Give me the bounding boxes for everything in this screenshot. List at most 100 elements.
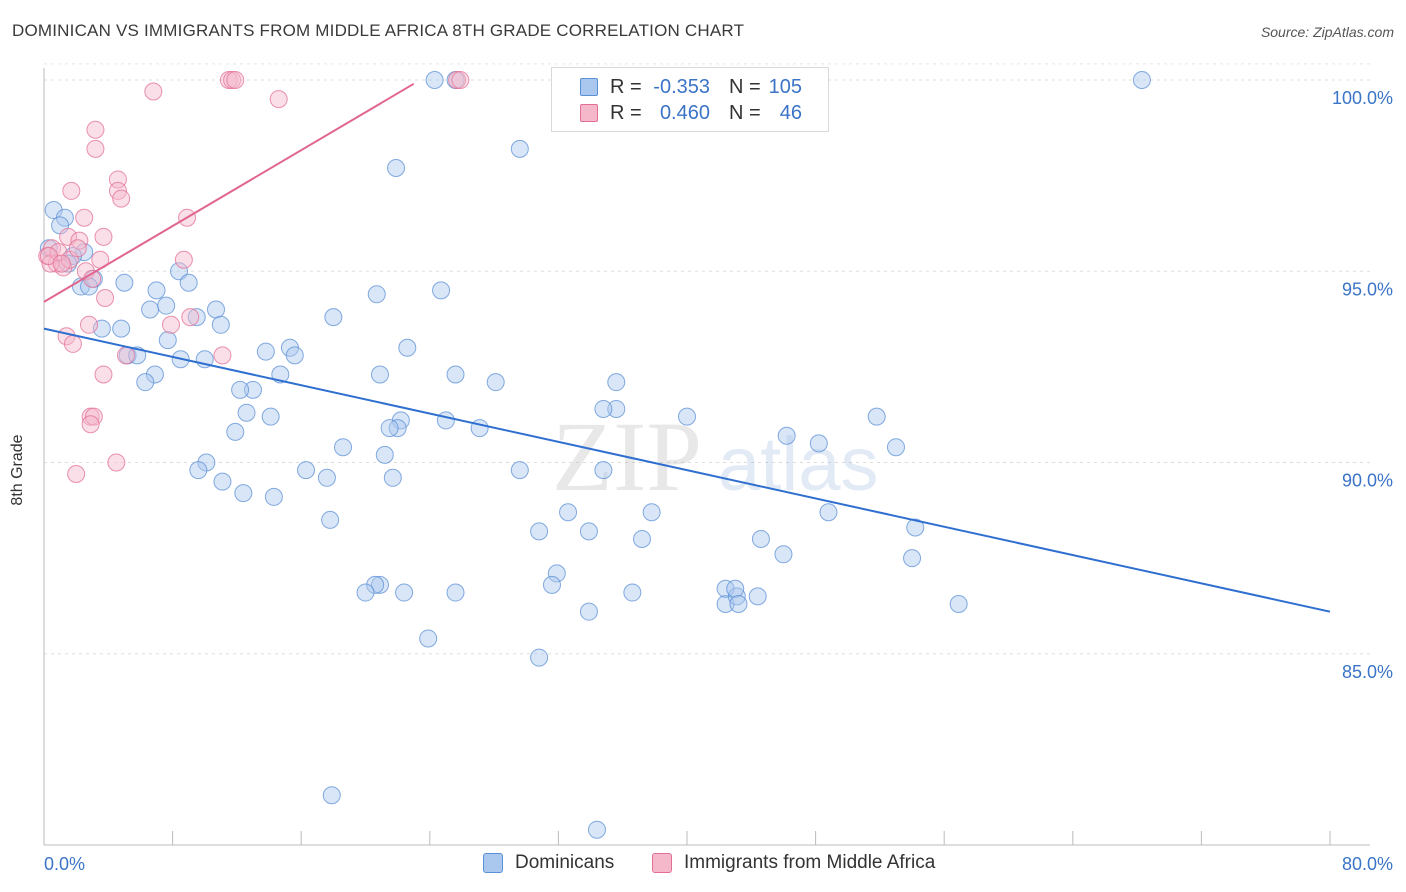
point-dominicans [819, 503, 838, 522]
trendline-dominicans [43, 327, 1331, 613]
point-dominicans [777, 426, 796, 445]
point-dominicans [317, 468, 336, 487]
legend-n-label: N = [729, 102, 761, 124]
point-dominicans [594, 461, 613, 480]
point-middle-africa [86, 139, 105, 158]
point-dominicans [542, 575, 561, 594]
point-dominicans [751, 530, 770, 548]
axes [43, 68, 1370, 846]
point-dominicans [297, 461, 316, 480]
correlation-legend: R = -0.353 N = 105 R = 0.460 N = 46 [551, 67, 829, 132]
legend-r-label: R = [610, 76, 642, 98]
point-dominicans [213, 472, 232, 491]
point-middle-africa [62, 181, 81, 200]
y-tick-label: 90.0% [1342, 471, 1393, 491]
point-dominicans [419, 629, 438, 648]
point-dominicans [398, 338, 417, 357]
point-dominicans [179, 273, 198, 292]
point-dominicans [322, 786, 341, 805]
watermark-atlas: atlas [718, 422, 879, 507]
y-tick-label: 85.0% [1342, 662, 1393, 682]
trendline-middle-africa [43, 82, 415, 303]
y-axis-title: 8th Grade [9, 434, 26, 506]
point-dominicans [678, 407, 696, 426]
point-dominicans [115, 273, 134, 292]
point-dominicans [470, 419, 489, 438]
legend-row-middle-africa: R = 0.460 N = 46 [552, 102, 828, 126]
point-dominicans [157, 296, 176, 315]
point-dominicans [187, 308, 206, 327]
point-middle-africa [94, 227, 113, 246]
point-dominicans [237, 403, 256, 422]
point-middle-africa [70, 231, 89, 250]
point-dominicans [906, 518, 925, 537]
point-dominicans [387, 158, 406, 177]
point-dominicans [579, 522, 598, 541]
point-middle-africa [52, 254, 71, 273]
legend-row-dominicans: R = -0.353 N = 105 [552, 76, 828, 100]
point-middle-africa [144, 82, 163, 101]
point-dominicans [642, 503, 661, 522]
point-dominicans [1132, 71, 1151, 89]
point-dominicans [170, 262, 189, 281]
point-dominicans [136, 373, 155, 392]
point-middle-africa [68, 239, 87, 258]
x-tick-label: 80.0% [1342, 854, 1393, 874]
point-middle-africa [112, 189, 131, 208]
point-dominicans [886, 438, 905, 457]
point-dominicans [366, 575, 385, 594]
point-dominicans [112, 319, 131, 338]
point-middle-africa [86, 120, 105, 139]
y-tick-label: 95.0% [1342, 279, 1393, 299]
point-dominicans [486, 373, 505, 392]
grid-lines [44, 63, 1370, 655]
data-points [38, 71, 1151, 839]
point-dominicans [141, 300, 160, 319]
point-dominicans [231, 380, 250, 399]
point-dominicans [211, 315, 230, 334]
point-dominicans [256, 342, 275, 361]
point-middle-africa [451, 71, 470, 89]
point-dominicans [367, 285, 386, 304]
point-middle-africa [81, 415, 100, 434]
point-dominicans [145, 365, 164, 384]
point-dominicans [324, 308, 343, 327]
point-dominicans [446, 583, 465, 602]
point-dominicans [436, 411, 455, 430]
point-dominicans [559, 503, 578, 522]
bottom-legend-swatch-middle-africa [652, 853, 672, 873]
point-dominicans [748, 587, 767, 606]
point-middle-africa [116, 346, 135, 365]
point-middle-africa [63, 334, 82, 353]
bottom-legend-middle-africa: Immigrants from Middle Africa [652, 852, 972, 876]
point-dominicans [903, 549, 922, 568]
point-middle-africa [213, 346, 232, 365]
point-dominicans [949, 595, 968, 614]
point-dominicans [774, 545, 793, 564]
legend-r-value: -0.353 [653, 76, 710, 98]
point-dominicans [243, 380, 262, 399]
point-middle-africa [269, 90, 288, 109]
point-dominicans [158, 331, 177, 350]
x-tick-label: 0.0% [44, 854, 85, 874]
tick-labels: 85.0% 90.0% 95.0% 100.0% 0.0% 80.0% [44, 88, 1393, 874]
point-dominicans [726, 579, 745, 598]
point-dominicans [594, 399, 613, 418]
point-dominicans [395, 583, 414, 602]
bottom-legend-label: Dominicans [515, 852, 615, 873]
point-middle-africa [96, 289, 115, 308]
chart-title: DOMINICAN VS IMMIGRANTS FROM MIDDLE AFRI… [12, 21, 745, 40]
point-middle-africa [94, 365, 113, 384]
point-dominicans [510, 461, 529, 480]
point-middle-africa [67, 464, 86, 483]
point-dominicans [321, 510, 340, 529]
point-dominicans [587, 820, 606, 839]
point-dominicans [425, 71, 444, 89]
legend-n-value: 105 [768, 76, 802, 98]
point-dominicans [579, 602, 598, 621]
legend-n-label: N = [729, 76, 761, 98]
legend-n-value: 46 [779, 102, 802, 124]
point-dominicans [370, 365, 389, 384]
point-dominicans [432, 281, 451, 300]
